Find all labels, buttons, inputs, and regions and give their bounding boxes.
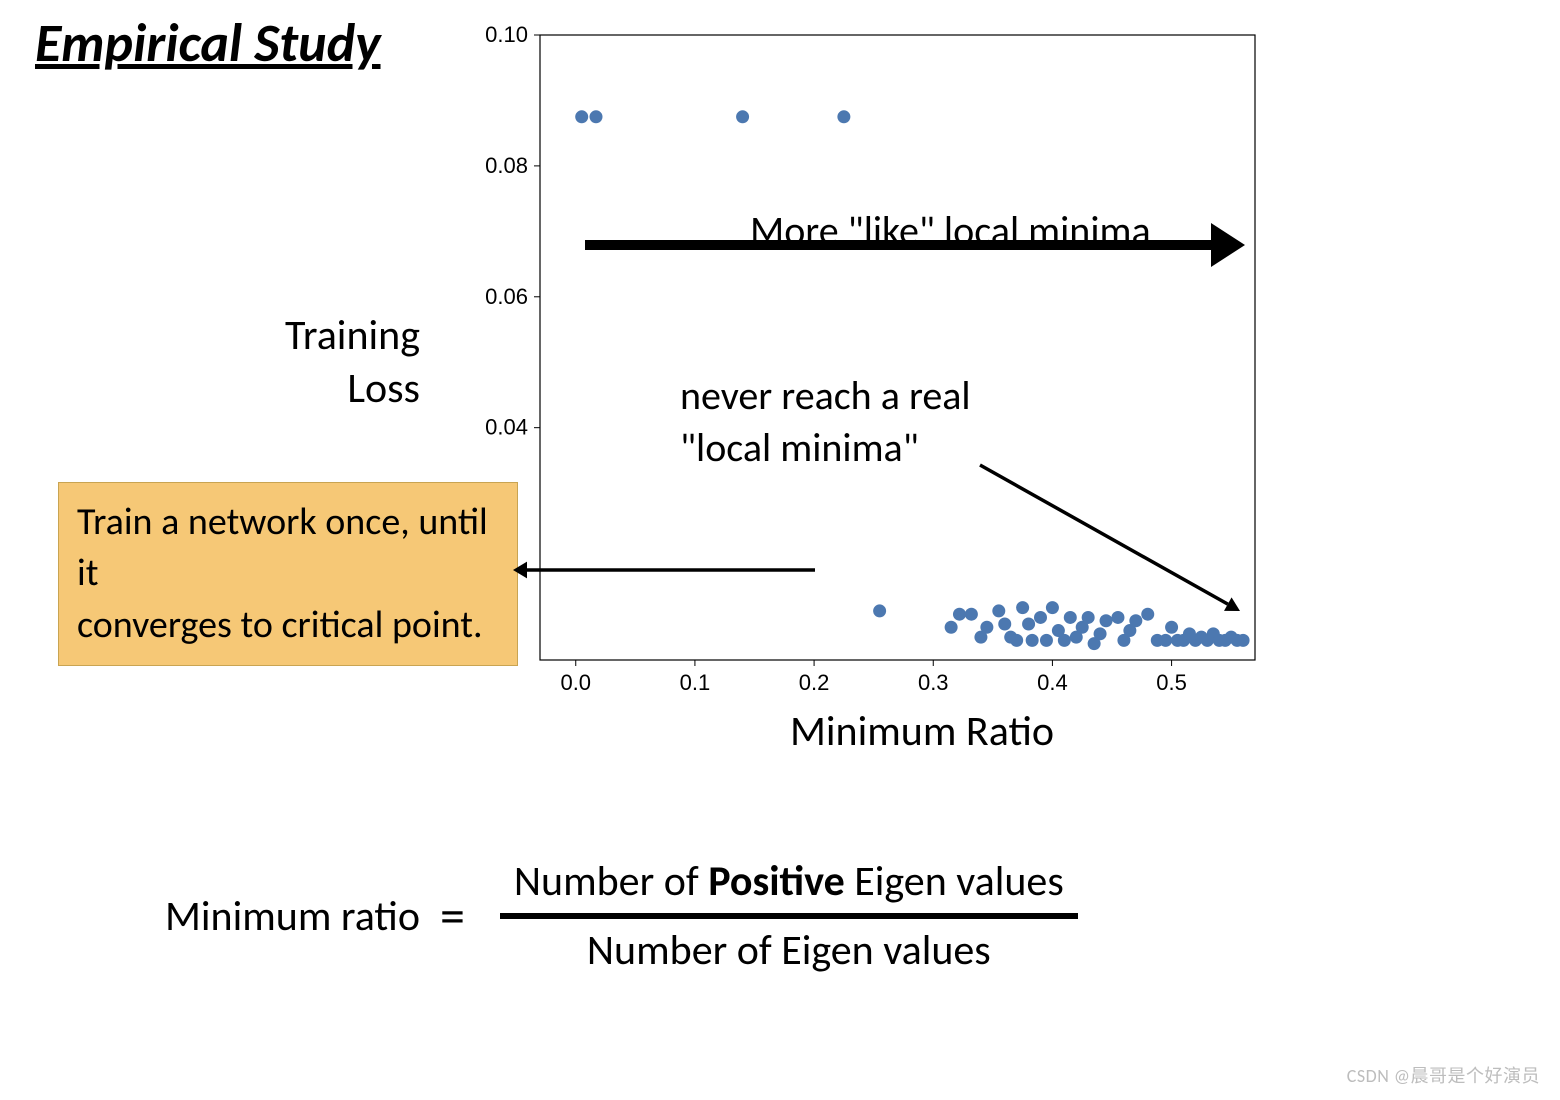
formula-num-bold: Positive [708,856,845,907]
svg-text:0.04: 0.04 [485,415,528,440]
svg-text:0.4: 0.4 [1037,670,1068,695]
formula-denominator: Number of Eigen values [573,919,1005,982]
formula-num-post: Eigen values [845,856,1064,907]
svg-text:0.1: 0.1 [680,670,711,695]
svg-text:0.08: 0.08 [485,153,528,178]
svg-text:0.3: 0.3 [918,670,949,695]
x-axis-label: Minimum Ratio [790,706,1054,757]
annotation-never-reach: never reach a real "local minima" [680,370,971,474]
formula-numerator: Number of Positive Eigen values [500,850,1078,913]
formula-lhs: Minimum ratio [165,891,420,942]
formula-fraction: Number of Positive Eigen values Number o… [500,850,1078,982]
svg-text:0.06: 0.06 [485,284,528,309]
minimum-ratio-formula: Minimum ratio = Number of Positive Eigen… [165,850,1078,982]
svg-text:0.0: 0.0 [560,670,591,695]
never-line1: never reach a real [680,371,971,420]
watermark: CSDN @晨哥是个好演员 [1347,1062,1540,1088]
annotation-more-like: More "like" local minima [750,205,1151,257]
formula-equals: = [440,886,465,947]
scatter-chart: 0.04 0.06 0.08 0.10 0.0 0.1 0.2 0.3 0.4 0.5 [0,0,1295,735]
svg-text:0.5: 0.5 [1156,670,1187,695]
svg-text:0.10: 0.10 [485,22,528,47]
formula-num-pre: Number of [514,856,708,907]
svg-text:0.2: 0.2 [799,670,830,695]
never-line2: "local minima" [680,423,919,472]
